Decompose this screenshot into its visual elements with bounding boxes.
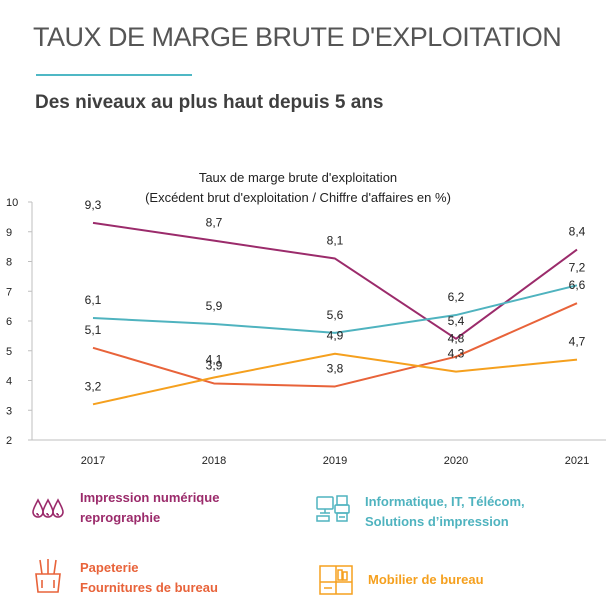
y-tick-label: 4	[6, 376, 12, 388]
legend-item-informatique: Informatique, IT, Télécom, Solutions d’i…	[315, 492, 525, 532]
series-lines	[92, 221, 578, 406]
y-tick-label: 8	[6, 257, 12, 269]
page-title: TAUX DE MARGE BRUTE D'EXPLOITATION	[33, 22, 562, 52]
series-line	[92, 284, 578, 334]
line-chart: Taux de marge brute d'exploitation (Excé…	[6, 170, 606, 467]
series-line	[92, 221, 578, 340]
data-label: 3,9	[206, 358, 223, 372]
data-label: 9,3	[85, 198, 102, 212]
chart-subtitle: (Excédent brut d'exploitation / Chiffre …	[145, 190, 451, 205]
x-tick-label: 2017	[81, 455, 105, 467]
x-tick-label: 2018	[202, 455, 226, 467]
x-tick-label: 2019	[323, 455, 347, 467]
data-label: 8,7	[206, 216, 223, 230]
x-tick-label: 2020	[444, 455, 468, 467]
data-labels: 9,3 8,7 8,1 5,4 8,4 6,1 5,9 5,6 6,2 7,2 5,1 3,9 3,8 4…	[85, 198, 586, 393]
legend-label-impression: Impression numérique reprographie	[80, 490, 220, 525]
legend-label-papeterie: Papeterie Fournitures de bureau	[80, 560, 218, 595]
data-label: 4,1	[206, 353, 223, 367]
data-label: 5,6	[327, 308, 344, 322]
legend-item-mobilier: Mobilier de bureau	[318, 562, 484, 598]
ink-drops-icon	[32, 498, 64, 518]
data-label: 5,9	[206, 299, 223, 313]
legend-label-informatique: Informatique, IT, Télécom, Solutions d’i…	[365, 494, 525, 529]
y-tick-label: 10	[6, 197, 18, 209]
y-tick-label: 6	[6, 316, 12, 328]
data-label: 4,8	[448, 332, 465, 346]
office-furniture-icon	[319, 565, 353, 595]
y-tick-label: 2	[6, 435, 12, 447]
legend-item-impression: Impression numérique reprographie	[30, 488, 219, 528]
data-label: 5,1	[85, 323, 102, 337]
data-label: 6,2	[448, 290, 465, 304]
data-label: 4,7	[569, 335, 586, 349]
y-tick-label: 3	[6, 405, 12, 417]
legend-label-mobilier: Mobilier de bureau	[368, 572, 484, 587]
title-underline	[36, 74, 192, 76]
data-label: 6,6	[569, 278, 586, 292]
data-label: 5,4	[448, 314, 465, 328]
data-label: 4,3	[448, 347, 465, 361]
data-label: 3,2	[85, 379, 102, 393]
y-tick-label: 9	[6, 227, 12, 239]
series-line	[92, 352, 578, 406]
computer-printer-icon	[316, 495, 350, 522]
series-line	[92, 302, 578, 388]
data-label: 8,4	[569, 225, 586, 239]
page-subtitle: Des niveaux au plus haut depuis 5 ans	[35, 92, 384, 113]
y-tick-label: 5	[6, 346, 12, 358]
data-label: 7,2	[569, 260, 586, 274]
pencil-cup-icon	[35, 559, 61, 593]
chart-title: Taux de marge brute d'exploitation	[199, 170, 397, 185]
y-tick-label: 7	[6, 286, 12, 298]
x-tick-label: 2021	[565, 455, 589, 467]
data-label: 3,8	[327, 361, 344, 375]
legend: Impression numérique reprographie Inform…	[0, 470, 606, 613]
data-label: 4,9	[327, 329, 344, 343]
legend-item-papeterie: Papeterie Fournitures de bureau	[30, 558, 218, 598]
data-label: 6,1	[85, 293, 102, 307]
chart-axes: 2 3 4 5 6 7 8 9 10 2017 2018 2019 2020 2021	[6, 197, 606, 467]
data-label: 8,1	[327, 234, 344, 248]
